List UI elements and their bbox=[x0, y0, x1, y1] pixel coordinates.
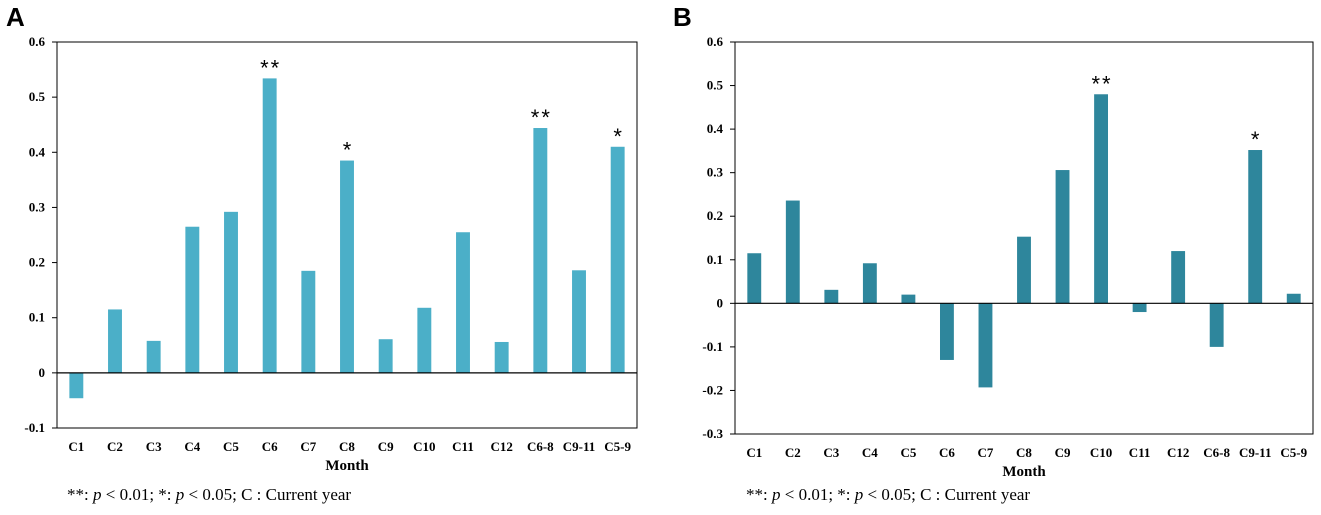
a-bar-c4 bbox=[185, 226, 200, 373]
b-bar-c8 bbox=[1017, 236, 1031, 304]
b-ytick-label: 0.6 bbox=[707, 34, 724, 49]
a-category-label: C11 bbox=[452, 439, 474, 454]
a-ytick-label: 0.3 bbox=[29, 199, 46, 214]
a-bar-c9-11 bbox=[572, 270, 586, 373]
b-category-label: C9-11 bbox=[1239, 445, 1272, 460]
a-category-label: C6 bbox=[262, 439, 278, 454]
b-bar-c12 bbox=[1171, 251, 1186, 304]
b-category-label: C1 bbox=[746, 445, 762, 460]
a-category-label: C3 bbox=[146, 439, 162, 454]
a-plot-frame bbox=[56, 41, 638, 429]
panel-b-label: B bbox=[673, 2, 692, 32]
a-bar-c5 bbox=[224, 211, 238, 373]
b-category-label: C7 bbox=[978, 445, 994, 460]
b-ytick-label: -0.1 bbox=[702, 339, 723, 354]
b-category-label: C3 bbox=[823, 445, 839, 460]
a-ytick-label: 0.2 bbox=[29, 255, 45, 270]
b-significance-mark: * bbox=[1251, 127, 1262, 152]
a-ytick-label: 0.1 bbox=[29, 310, 45, 325]
a-category-label: C5 bbox=[223, 439, 239, 454]
b-bar-c4 bbox=[862, 263, 877, 304]
b-category-label: C9 bbox=[1055, 445, 1071, 460]
b-ytick-label: 0.2 bbox=[707, 208, 723, 223]
b-category-label: C6 bbox=[939, 445, 955, 460]
b-ytick-label: 0.3 bbox=[707, 165, 724, 180]
a-bar-c12 bbox=[494, 341, 509, 373]
a-bar-c1 bbox=[69, 372, 84, 399]
b-ytick-label: 0.4 bbox=[707, 121, 724, 136]
b-bar-c9 bbox=[1055, 170, 1070, 304]
a-category-label: C2 bbox=[107, 439, 123, 454]
a-bar-c3 bbox=[146, 340, 161, 373]
b-ytick-label: -0.2 bbox=[702, 382, 723, 397]
b-plot-frame bbox=[734, 41, 1314, 435]
a-category-label: C10 bbox=[413, 439, 435, 454]
a-bar-c6 bbox=[262, 78, 277, 373]
b-bar-c11 bbox=[1132, 303, 1147, 313]
a-significance-mark: * bbox=[343, 138, 354, 163]
a-category-label: C6-8 bbox=[527, 439, 554, 454]
b-bar-c7 bbox=[978, 303, 993, 388]
b-bar-c2 bbox=[785, 200, 800, 304]
a-bar-c6-8 bbox=[533, 128, 548, 373]
a-bar-c7 bbox=[301, 270, 316, 373]
a-category-label: C7 bbox=[300, 439, 316, 454]
a-ytick-label: 0.4 bbox=[29, 144, 46, 159]
panel-b-footnote: **: p < 0.01; *: p < 0.05; C : Current y… bbox=[746, 485, 1031, 504]
a-category-label: C8 bbox=[339, 439, 355, 454]
b-category-label: C11 bbox=[1129, 445, 1151, 460]
b-category-label: C12 bbox=[1167, 445, 1189, 460]
b-bar-c5 bbox=[901, 294, 916, 304]
b-ytick-label: 0.1 bbox=[707, 252, 723, 267]
a-bar-c8 bbox=[340, 160, 354, 373]
a-ytick-label: -0.1 bbox=[24, 420, 45, 435]
a-category-label: C4 bbox=[184, 439, 200, 454]
b-bar-c6-8 bbox=[1209, 303, 1224, 347]
a-significance-mark: ** bbox=[531, 105, 552, 130]
b-bar-c5-9 bbox=[1286, 293, 1301, 304]
b-bar-c6 bbox=[939, 303, 954, 360]
a-bar-c9 bbox=[378, 339, 393, 373]
b-category-label: C4 bbox=[862, 445, 878, 460]
a-significance-mark: * bbox=[613, 124, 624, 149]
b-category-label: C2 bbox=[785, 445, 801, 460]
b-ytick-label: 0 bbox=[717, 295, 724, 310]
a-significance-mark: ** bbox=[260, 55, 281, 80]
a-ytick-label: 0.5 bbox=[29, 89, 46, 104]
a-bar-c5-9 bbox=[610, 146, 625, 373]
b-bar-c3 bbox=[824, 289, 839, 304]
a-x-axis-title: Month bbox=[325, 458, 369, 474]
panel-a-label: A bbox=[6, 2, 25, 32]
a-category-label: C9-11 bbox=[563, 439, 596, 454]
b-category-label: C10 bbox=[1090, 445, 1112, 460]
b-category-label: C6-8 bbox=[1203, 445, 1230, 460]
panel-a-footnote: **: p < 0.01; *: p < 0.05; C : Current y… bbox=[67, 485, 352, 504]
b-category-label: C8 bbox=[1016, 445, 1032, 460]
a-category-label: C12 bbox=[490, 439, 512, 454]
b-significance-mark: ** bbox=[1092, 71, 1113, 96]
a-ytick-label: 0.6 bbox=[29, 34, 46, 49]
a-category-label: C1 bbox=[68, 439, 84, 454]
a-category-label: C5-9 bbox=[604, 439, 631, 454]
b-category-label: C5 bbox=[900, 445, 916, 460]
b-bar-c9-11 bbox=[1248, 150, 1263, 304]
a-bar-c2 bbox=[108, 309, 122, 373]
b-category-label: C5-9 bbox=[1280, 445, 1307, 460]
b-x-axis-title: Month bbox=[1002, 464, 1046, 480]
a-ytick-label: 0 bbox=[39, 365, 46, 380]
a-bar-c11 bbox=[456, 232, 470, 373]
b-ytick-label: -0.3 bbox=[702, 426, 723, 441]
a-category-label: C9 bbox=[378, 439, 394, 454]
b-ytick-label: 0.5 bbox=[707, 78, 724, 93]
b-bar-c10 bbox=[1094, 94, 1109, 304]
b-bar-c1 bbox=[747, 253, 762, 304]
a-bar-c10 bbox=[417, 307, 432, 373]
